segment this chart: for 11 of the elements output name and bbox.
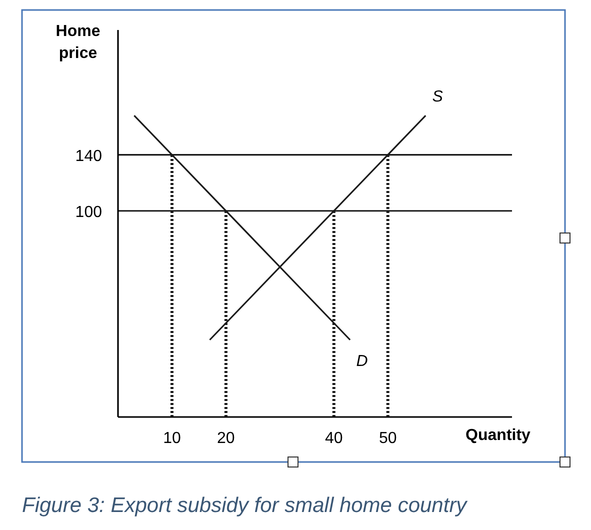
y-tick-label: 100 xyxy=(75,204,102,221)
series-label: S xyxy=(432,88,444,106)
y-axis-title: Home price xyxy=(56,23,100,62)
x-tick-label: 20 xyxy=(217,430,235,447)
x-tick-label: 40 xyxy=(324,430,343,447)
x-axis-title: Quantity xyxy=(466,427,531,444)
series-label: D xyxy=(356,352,368,370)
x-tick-label: 10 xyxy=(163,430,181,447)
x-tick-label: 50 xyxy=(378,430,397,447)
y-tick-label: 140 xyxy=(75,148,102,165)
text: Figure 3: Export subsidy for small home country xyxy=(22,494,468,517)
